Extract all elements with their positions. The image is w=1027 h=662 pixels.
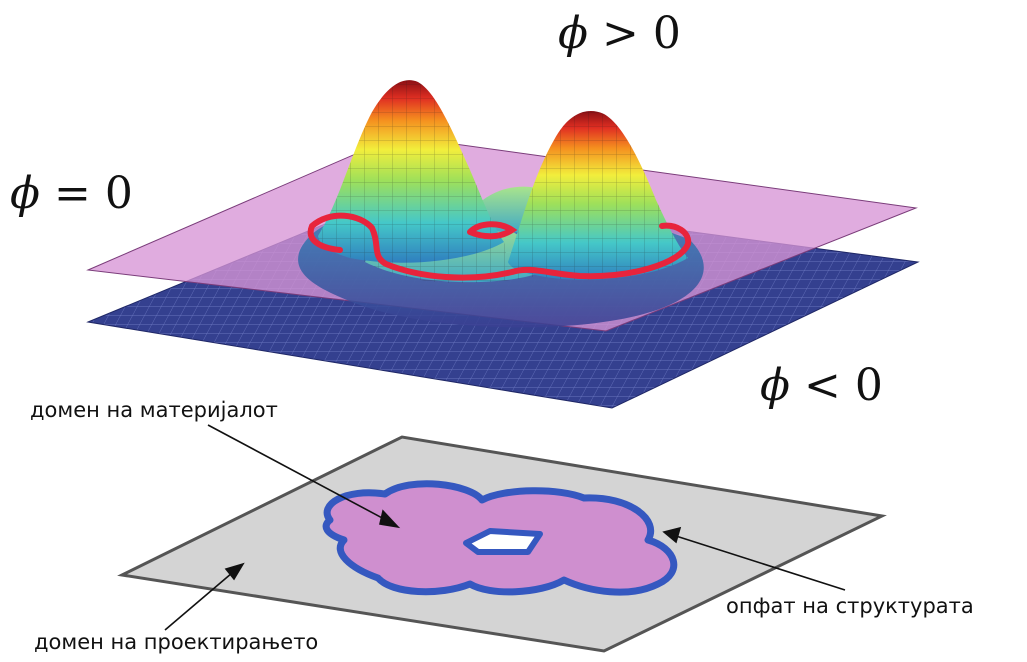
annotation-arrows: [164, 424, 846, 631]
design-domain-label: домен на проектирањето: [34, 630, 319, 654]
zero-level-contour: [307, 212, 692, 281]
structure-boundary-label: опфат на структурата: [726, 594, 974, 618]
phi-positive-label: ϕ > 0: [558, 8, 681, 59]
phi-symbol: ϕ: [760, 360, 790, 411]
value: 0: [104, 168, 133, 219]
phi-symbol: ϕ: [10, 168, 40, 219]
material-hole: [463, 528, 543, 555]
arrow-structure-boundary: [675, 535, 846, 591]
phi-zero-label: ϕ = 0: [10, 168, 133, 219]
phi-symbol: ϕ: [558, 8, 588, 59]
arrow-design-domain: [164, 572, 233, 631]
material-domain-label: домен на материјалот: [30, 398, 278, 422]
relation-symbol: =: [54, 168, 91, 219]
value: 0: [652, 8, 681, 59]
surface-mesh: [318, 80, 688, 284]
arrow-material-domain: [207, 424, 387, 521]
relation-symbol: >: [602, 8, 639, 59]
phi-negative-label: ϕ < 0: [760, 360, 883, 411]
relation-symbol: <: [804, 360, 841, 411]
value: 0: [854, 360, 883, 411]
